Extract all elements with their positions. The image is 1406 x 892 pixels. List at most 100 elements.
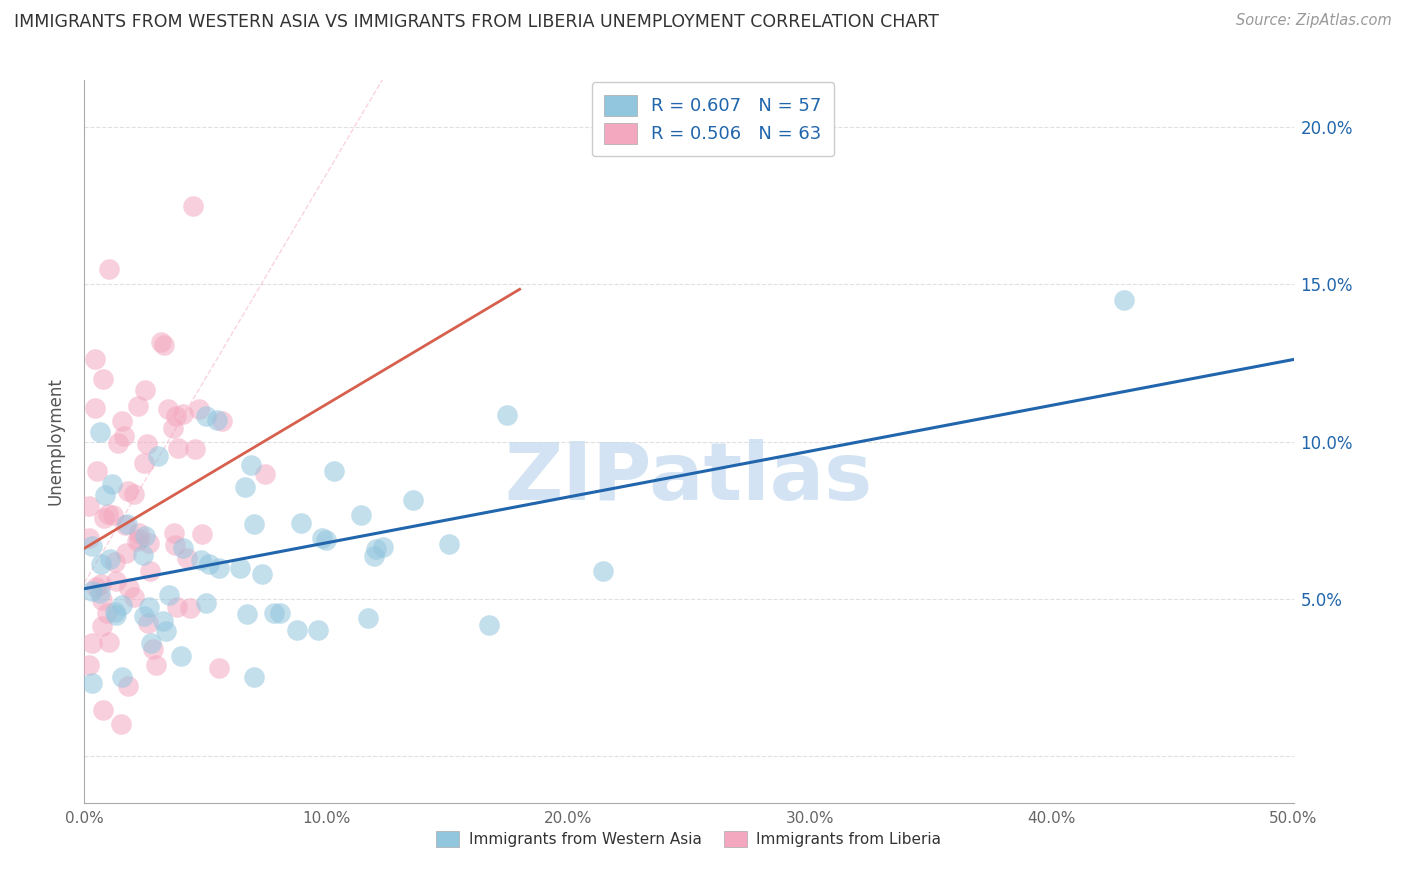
Point — [195, 409, 218, 423]
Point — [127, 534, 149, 549]
Point — [83, 352, 105, 367]
Point — [117, 581, 139, 595]
Point — [402, 492, 425, 507]
Point — [139, 635, 162, 649]
Point — [157, 588, 180, 602]
Point — [1114, 293, 1136, 308]
Point — [136, 615, 159, 630]
Point — [307, 623, 329, 637]
Point — [97, 635, 120, 649]
Point — [84, 580, 107, 594]
Point — [139, 565, 162, 579]
Point — [132, 549, 155, 563]
Point — [229, 561, 252, 575]
Point — [82, 539, 104, 553]
Point — [205, 412, 228, 426]
Point — [138, 600, 160, 615]
Point — [112, 429, 135, 443]
Point — [285, 623, 308, 637]
Point — [254, 467, 277, 481]
Point — [84, 401, 107, 415]
Point — [96, 508, 118, 522]
Point — [128, 532, 150, 546]
Point — [80, 636, 103, 650]
Point — [77, 658, 100, 673]
Point — [104, 605, 127, 619]
Point — [111, 414, 134, 428]
Point — [153, 337, 176, 351]
Point — [263, 606, 285, 620]
Point — [179, 601, 201, 615]
Point — [134, 529, 156, 543]
Point — [242, 670, 264, 684]
Point — [104, 555, 127, 569]
Point — [114, 518, 136, 533]
Point — [89, 425, 111, 440]
Point — [364, 542, 387, 557]
Point — [188, 401, 211, 416]
Point — [91, 593, 114, 607]
Point — [146, 449, 169, 463]
Point — [90, 558, 112, 572]
Point — [142, 642, 165, 657]
Point — [86, 464, 108, 478]
Point — [150, 334, 173, 349]
Point — [496, 408, 519, 422]
Point — [89, 586, 111, 600]
Point — [155, 624, 177, 638]
Point — [93, 511, 115, 525]
Point — [117, 679, 139, 693]
Point — [94, 488, 117, 502]
Point — [208, 661, 231, 675]
Point — [138, 536, 160, 550]
Point — [371, 540, 394, 554]
Point — [97, 261, 120, 276]
Point — [194, 596, 217, 610]
Point — [127, 399, 149, 413]
Point — [77, 499, 100, 513]
Point — [117, 517, 139, 532]
Point — [91, 703, 114, 717]
Point — [77, 531, 100, 545]
Point — [198, 557, 221, 571]
Point — [122, 590, 145, 604]
Point — [115, 546, 138, 560]
Point — [104, 607, 127, 622]
Point — [191, 526, 214, 541]
Point — [243, 516, 266, 531]
Point — [117, 483, 139, 498]
Point — [134, 383, 156, 397]
Point — [176, 550, 198, 565]
Text: IMMIGRANTS FROM WESTERN ASIA VS IMMIGRANTS FROM LIBERIA UNEMPLOYMENT CORRELATION: IMMIGRANTS FROM WESTERN ASIA VS IMMIGRAN… — [14, 13, 939, 31]
Point — [207, 560, 229, 574]
Point — [152, 614, 174, 628]
Point — [311, 531, 333, 545]
Point — [98, 552, 121, 566]
Point — [269, 606, 291, 620]
Point — [315, 533, 337, 547]
Point — [90, 577, 112, 591]
Point — [165, 409, 187, 423]
Point — [96, 606, 118, 620]
Point — [122, 487, 145, 501]
Legend: Immigrants from Western Asia, Immigrants from Liberia: Immigrants from Western Asia, Immigrants… — [430, 825, 948, 853]
Point — [323, 465, 346, 479]
Point — [211, 414, 233, 428]
Point — [363, 549, 385, 563]
Point — [107, 435, 129, 450]
Point — [357, 611, 380, 625]
Point — [91, 619, 114, 633]
Point — [166, 600, 188, 615]
Point — [80, 676, 103, 690]
Point — [236, 607, 259, 621]
Point — [240, 458, 263, 473]
Text: Source: ZipAtlas.com: Source: ZipAtlas.com — [1236, 13, 1392, 29]
Point — [252, 567, 274, 582]
Point — [233, 480, 256, 494]
Point — [162, 525, 184, 540]
Point — [101, 508, 124, 522]
Point — [80, 584, 103, 599]
Point — [136, 437, 159, 451]
Point — [111, 598, 134, 612]
Point — [437, 536, 460, 550]
